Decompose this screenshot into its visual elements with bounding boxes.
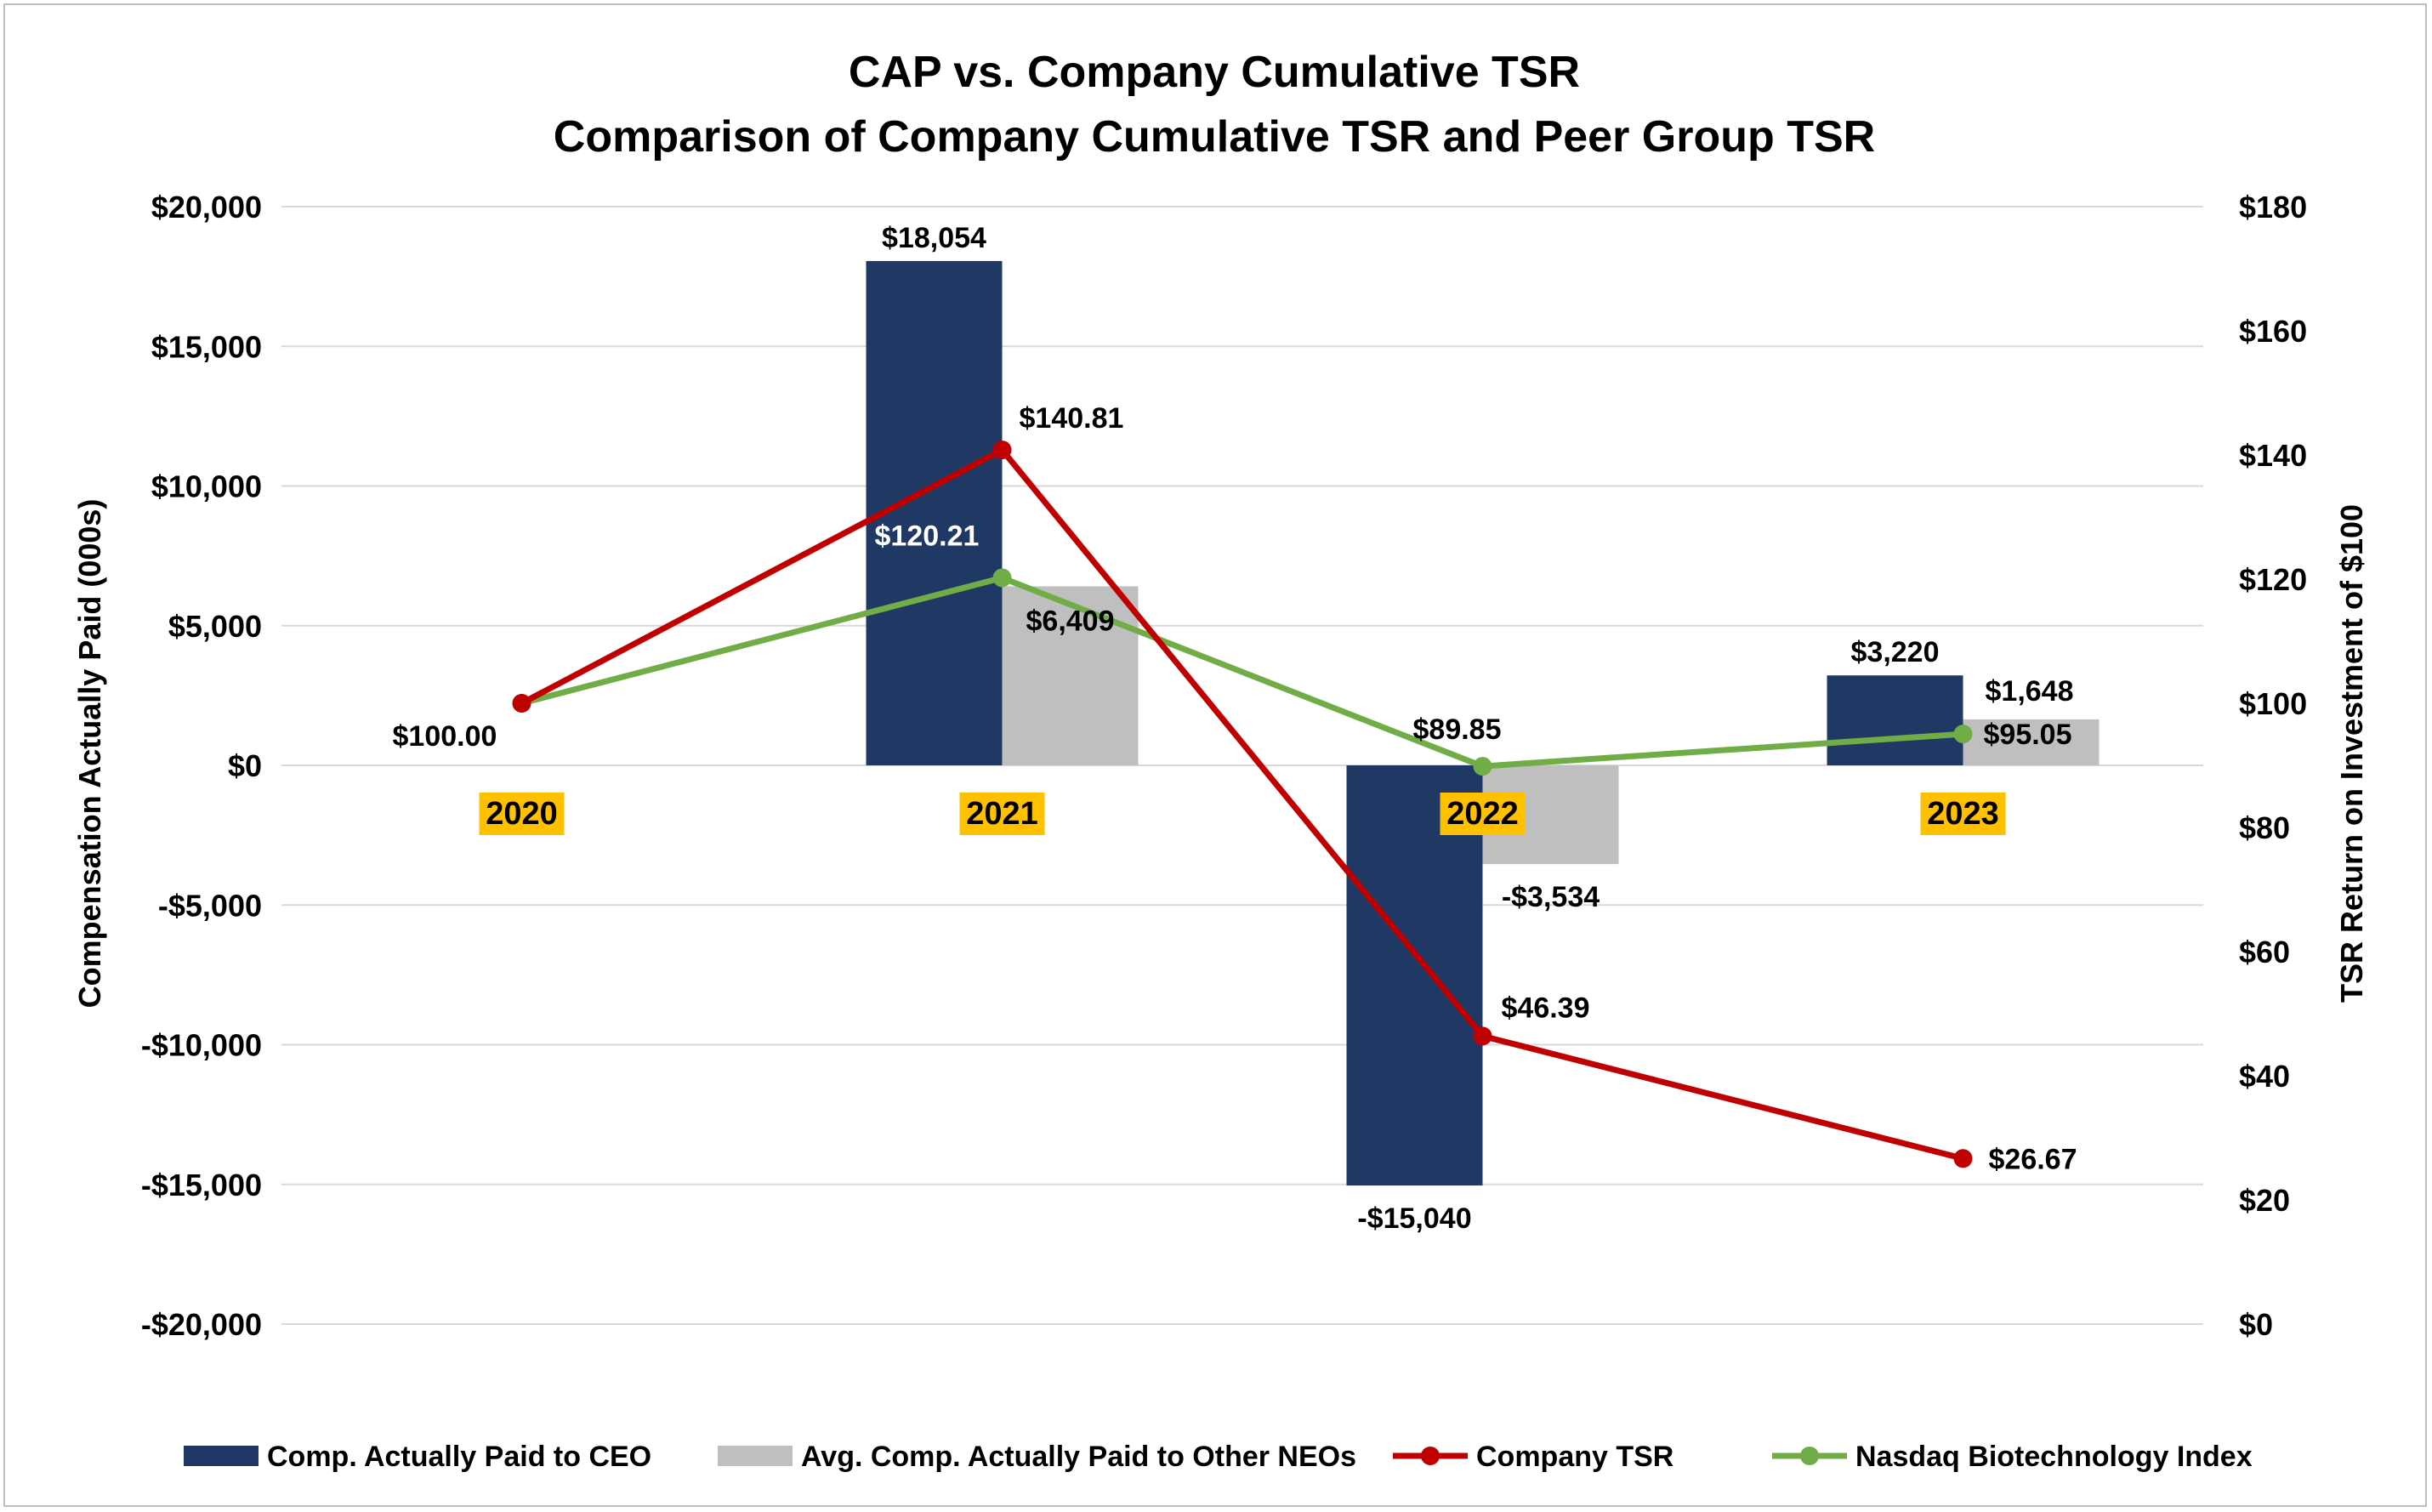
category-highlight <box>1440 793 1526 835</box>
company-tsr-point <box>1473 1026 1492 1046</box>
chart-frame: CAP vs. Company Cumulative TSR Compariso… <box>3 3 2427 1507</box>
combo-chart: CAP vs. Company Cumulative TSR Compariso… <box>72 48 2369 1473</box>
y2-tick-label: $140 <box>2239 438 2307 473</box>
bar-data-label: $3,220 <box>1851 636 1940 668</box>
y-tick-label: $20,000 <box>151 190 262 225</box>
y2-tick-label: $180 <box>2239 190 2307 225</box>
nasdaq-biotech-label: $120.21 <box>875 520 980 552</box>
primary-y-axis-ticks: $20,000 $15,000 $10,000 $5,000 $0 -$5,000 -$10… <box>141 190 262 1342</box>
bar-data-label: -$15,040 <box>1357 1202 1471 1235</box>
y2-tick-label: $80 <box>2239 810 2290 845</box>
neo-cap-bar <box>1963 719 2100 765</box>
y2-tick-label: $20 <box>2239 1183 2290 1218</box>
category-highlight <box>959 793 1045 835</box>
y2-tick-label: $40 <box>2239 1059 2290 1094</box>
y-tick-label: -$15,000 <box>141 1168 262 1202</box>
company-tsr-point <box>512 694 531 713</box>
y2-tick-label: $0 <box>2239 1307 2273 1342</box>
y-tick-label: $10,000 <box>151 469 262 504</box>
primary-y-axis-title: Compensation Actually Paid (000s) <box>72 499 107 1009</box>
legend-label: Comp. Actually Paid to CEO <box>267 1441 651 1473</box>
category-labels: 2020 2021 2022 2023 <box>479 793 2006 835</box>
bar-data-label: $6,409 <box>1026 605 1115 637</box>
nasdaq-biotech-label: $89.85 <box>1413 713 1502 746</box>
secondary-y-axis-title: TSR Return on Investment of $100 <box>2334 504 2369 1003</box>
company-tsr-line <box>520 446 1964 1162</box>
gridlines <box>281 206 2203 1325</box>
y-tick-label: $5,000 <box>168 609 262 644</box>
company-tsr-label: $46.39 <box>1502 992 1590 1024</box>
y2-tick-label: $100 <box>2239 686 2307 721</box>
y-tick-label: -$10,000 <box>141 1028 262 1063</box>
nasdaq-biotech-point <box>1473 757 1492 776</box>
y-tick-label: -$20,000 <box>141 1307 262 1342</box>
legend-label: Avg. Comp. Actually Paid to Other NEOs <box>801 1441 1356 1473</box>
legend: Comp. Actually Paid to CEO Avg. Comp. Act… <box>184 1441 2253 1473</box>
ceo-cap-bar <box>1346 765 1483 1186</box>
legend-label: Nasdaq Biotechnology Index <box>1855 1441 2253 1473</box>
neo-cap-bar <box>1002 586 1139 765</box>
bar-data-label: -$3,534 <box>1502 881 1600 913</box>
bar-data-label: $18,054 <box>882 222 986 254</box>
company-tsr-label: $26.67 <box>1989 1143 2077 1175</box>
chart-title: CAP vs. Company Cumulative TSR <box>849 48 1580 97</box>
company-tsr-label: $100.00 <box>393 720 497 753</box>
category-label: 2022 <box>1446 796 1519 832</box>
bar-series <box>866 260 2100 1186</box>
y2-tick-label: $120 <box>2239 562 2307 597</box>
category-highlight <box>1920 793 2006 835</box>
company-tsr-point <box>1953 1149 1973 1168</box>
legend-marker <box>1800 1447 1819 1465</box>
nasdaq-biotech-label: $95.05 <box>1984 719 2072 751</box>
y2-tick-label: $60 <box>2239 935 2290 969</box>
line-series <box>512 441 1973 1168</box>
legend-marker <box>1421 1447 1440 1465</box>
nasdaq-biotech-point <box>1953 725 1973 744</box>
bar-data-label: $1,648 <box>1986 675 2074 708</box>
ceo-cap-bar <box>1827 675 1963 765</box>
y-tick-label: $15,000 <box>151 329 262 364</box>
category-label: 2021 <box>966 796 1038 832</box>
chart-subtitle: Comparison of Company Cumulative TSR and… <box>554 112 1875 162</box>
company-tsr-point <box>992 441 1012 460</box>
y-tick-label: $0 <box>228 748 262 783</box>
nasdaq-biotech-point <box>992 568 1012 588</box>
y-tick-label: -$5,000 <box>158 888 262 923</box>
legend-label: Company TSR <box>1476 1441 1673 1473</box>
y2-tick-label: $160 <box>2239 314 2307 349</box>
legend-swatch <box>718 1446 793 1466</box>
ceo-cap-bar <box>866 260 1003 765</box>
category-label: 2023 <box>1927 796 1999 832</box>
secondary-y-axis-ticks: $180 $160 $140 $120 $100 $80 $60 $40 $20 $0 <box>2239 190 2307 1342</box>
legend-swatch <box>184 1446 259 1466</box>
nasdaq-biotech-line <box>520 574 1963 770</box>
data-labels: $18,054 -$15,040 $3,220 $6,409 -$3,534 $1,648… <box>393 222 2077 1235</box>
company-tsr-label: $140.81 <box>1020 402 1124 435</box>
category-highlight <box>479 793 565 835</box>
category-label: 2020 <box>486 796 558 832</box>
